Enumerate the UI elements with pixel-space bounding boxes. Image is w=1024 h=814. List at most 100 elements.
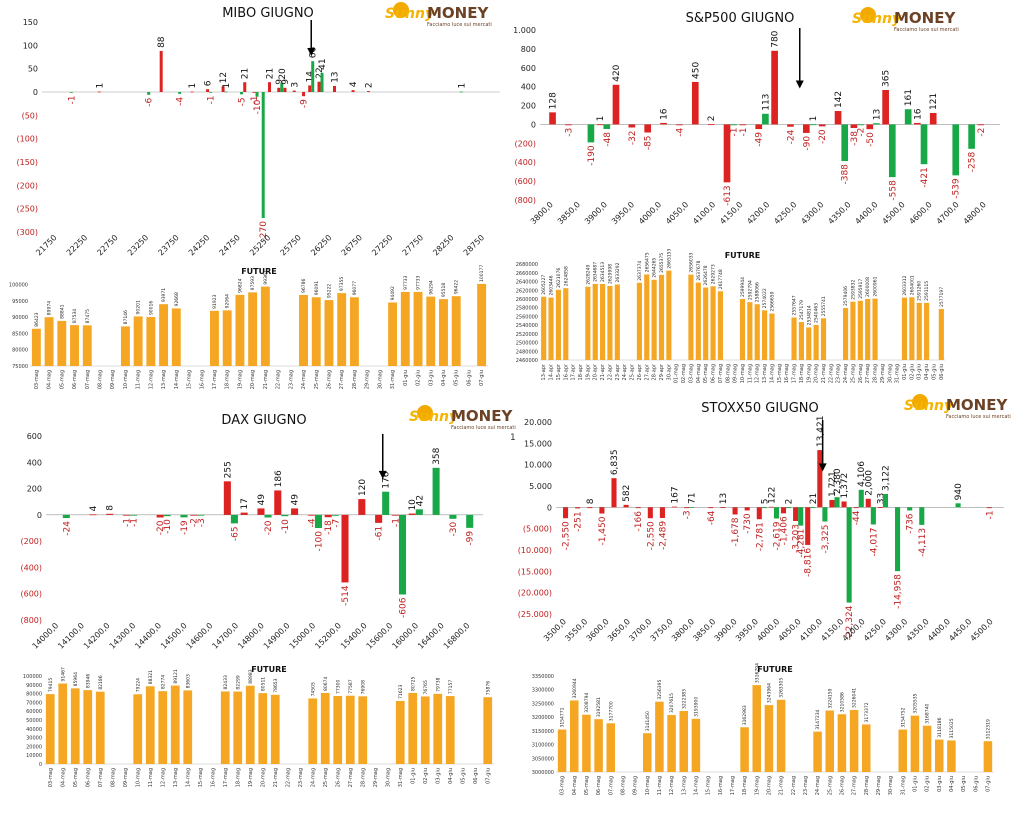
future-y-tick: 2680000 <box>516 262 538 268</box>
future-date-label: 24-mag <box>843 364 849 383</box>
future-date-label: 02-mag <box>681 364 687 383</box>
call-data-label: 21 <box>241 68 251 79</box>
future-data-label: 99361 <box>263 270 269 284</box>
future-y-tick: 40000 <box>26 727 42 733</box>
future-y-tick: 3250000 <box>532 701 554 707</box>
future-bar <box>762 310 768 360</box>
put-bar <box>311 61 315 92</box>
put-data-label: -558 <box>888 180 898 201</box>
future-date-label: 08-mag <box>97 370 103 389</box>
future-y-tick: 80000 <box>12 348 28 354</box>
future-data-label: 97733 <box>416 275 422 289</box>
y-tick-label: 200 <box>27 485 42 494</box>
put-bar <box>907 507 913 511</box>
future-y-tick: 0 <box>39 762 42 768</box>
future-date-label: 08-mag <box>110 768 116 787</box>
future-data-label: 85964 <box>73 672 79 686</box>
x-tick-label: 15600,0 <box>365 621 395 651</box>
call-bar <box>351 90 355 92</box>
call-bar <box>986 507 992 509</box>
put-bar <box>449 514 457 519</box>
call-data-label: 49 <box>291 494 301 506</box>
future-date-label: 30-apr <box>666 363 672 380</box>
call-data-label: 13 <box>719 493 729 504</box>
y-tick-label: 15.000 <box>524 439 552 448</box>
future-data-label: 3192581 <box>596 697 602 717</box>
future-date-label: 11-mag <box>747 364 753 383</box>
future-date-label: 14-mag <box>693 776 699 795</box>
future-title: FUTURE <box>757 665 793 674</box>
future-bar <box>299 294 308 366</box>
x-tick-label: 4300,0 <box>799 200 825 226</box>
brand-sunny: Sunny <box>904 398 954 414</box>
put-bar <box>809 124 817 126</box>
put-bar <box>62 514 70 519</box>
call-bar <box>159 50 163 92</box>
call-data-label: 121 <box>929 93 939 110</box>
future-y-tick: 2640000 <box>516 280 538 286</box>
future-data-label: 96422 <box>454 280 460 294</box>
put-bar <box>904 109 912 125</box>
future-data-label: 91467 <box>60 667 66 681</box>
future-data-label: 87146 <box>123 310 129 324</box>
future-bar <box>592 283 598 360</box>
future-bar <box>413 291 423 366</box>
call-data-label: -61 <box>375 526 385 541</box>
future-date-label: 31-mag <box>390 370 396 389</box>
future-data-label: 3260944 <box>572 678 578 698</box>
put-bar <box>382 491 390 515</box>
future-date-label: 30-mag <box>385 768 391 787</box>
future-y-tick: 50000 <box>26 718 42 724</box>
y-tick-label: (150) <box>16 158 38 167</box>
x-tick-label: 4000,0 <box>637 200 663 226</box>
call-data-label: -18 <box>324 520 334 535</box>
y-tick-label: 600 <box>521 64 536 73</box>
x-tick-label: 3900,0 <box>583 200 609 226</box>
call-data-label: 14 <box>306 71 316 83</box>
future-date-label: 01-giu <box>410 768 416 784</box>
put-data-label: -539 <box>952 178 962 199</box>
put-bar <box>240 92 244 95</box>
future-bar <box>820 318 827 360</box>
put-bar <box>180 514 188 518</box>
put-bar <box>320 72 324 92</box>
call-data-label: -1,678 <box>731 517 741 546</box>
future-data-label: 83603 <box>185 674 191 688</box>
y-tick-label: 1.000 <box>513 26 536 35</box>
future-data-label: 88841 <box>59 304 65 318</box>
call-data-label: 88 <box>157 36 167 48</box>
y-tick-label: (400) <box>514 158 536 167</box>
call-bar <box>691 81 699 125</box>
future-bar <box>563 288 569 360</box>
call-data-label: 1 <box>95 83 105 89</box>
call-bar <box>723 124 731 183</box>
call-data-label: -24 <box>786 129 796 144</box>
future-date-label: 30-mag <box>887 364 893 383</box>
future-bar <box>776 699 786 772</box>
y-tick-label: (400) <box>20 563 42 572</box>
call-data-label: 49 <box>257 494 267 506</box>
put-data-label: 41 <box>318 58 328 69</box>
put-bar <box>432 467 440 515</box>
future-bar <box>555 289 561 360</box>
call-data-label: 22 <box>315 67 325 78</box>
future-date-label: 20-mag <box>766 776 772 795</box>
call-bar <box>89 514 97 516</box>
brand-tagline: Facciamo luce sui mercati <box>451 425 516 431</box>
future-data-label: 80674 <box>323 677 329 691</box>
future-bar <box>924 302 930 360</box>
future-date-label: 15-mag <box>706 776 712 795</box>
future-bar <box>70 688 80 764</box>
future-bar <box>145 686 155 764</box>
future-date-label: 07-mag <box>85 370 91 389</box>
future-data-label: 97593 <box>250 276 256 290</box>
future-bar <box>872 298 878 360</box>
put-bar <box>314 514 322 528</box>
call-bar <box>612 84 620 125</box>
future-data-label: 3154771 <box>560 707 566 727</box>
x-tick-label: 4250,0 <box>862 617 888 643</box>
future-data-label: 2600961 <box>873 276 879 296</box>
